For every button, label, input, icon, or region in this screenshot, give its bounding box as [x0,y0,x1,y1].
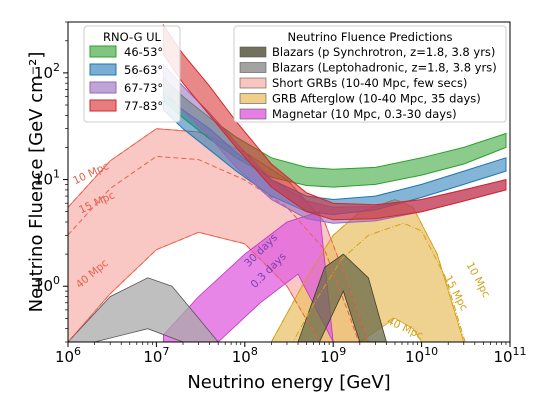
tick-layer: 106 107 108 109 1010 1011 100 101 102 [34,21,527,366]
legend-ul-swatch-2 [89,81,117,94]
legend-ul-label-3: 77-83° [124,99,163,113]
legend-model-swatch-2 [239,77,267,89]
model-band-blazars-p-synchrotron-z-1-8-3-8-yrs [297,253,387,342]
legend-model-label-0: Blazars (p Synchrotron, z=1.8, 3.8 yrs) [272,45,495,59]
afterglow-15mpc-curve [292,222,466,342]
x-tick-label-6: 106 [55,345,81,366]
legend-ul-swatch-1 [89,63,117,76]
legend-model-swatch-4 [239,108,267,120]
legend-model-label-2: Short GRBs (10-40 Mpc, few secs) [272,76,467,90]
legend-model-swatch-3 [239,93,267,104]
y-tick-label-0: 100 [34,274,60,295]
legend-ul-swatch-3 [89,99,117,112]
legend-models-box [233,25,507,123]
x-tick-label-9: 109 [320,345,346,366]
model-band-blazars-leptohadronic-z-1-8-3-8-yrs [68,277,219,342]
legend-model-predictions: Neutrino Fluence Predictions Blazars (p … [233,25,507,123]
x-tick-label-11: 1011 [493,345,526,366]
legend-model-swatch-1 [239,62,267,73]
legend-ul-label-2: 67-73° [124,81,163,95]
legend-model-label-4: Magnetar (10 Mpc, 0.3-30 days) [272,107,457,121]
legend-model-label-1: Blazars (Leptohadronic, z=1.8, 3.8 yrs) [272,61,497,75]
plot-frame [67,21,511,343]
x-axis-title: Neutrino energy [GeV] [187,372,390,393]
legend-ul-label-0: 46-53° [124,45,163,59]
legend-model-label-3: GRB Afterglow (10-40 Mpc, 35 days) [272,92,481,106]
legend-ul-label-1: 56-63° [124,63,163,77]
legend-ul-title: RNO-G UL [103,30,162,44]
legend-model-swatch-0 [239,46,267,58]
model-band-magnetar-10-mpc-0-3-30-days [163,211,334,342]
x-tick-label-10: 1010 [405,345,438,366]
legend-ul-swatch-0 [89,45,117,58]
y-tick-label-1: 101 [34,168,60,189]
x-tick-label-8: 108 [232,345,258,366]
ul-band-77-83 [162,23,507,221]
legend-models-title: Neutrino Fluence Predictions [287,30,452,44]
legend-rno-g-ul: RNO-G UL 46-53° 56-63° 67-73° 77-83° [83,25,181,123]
short-grb-15mpc-curve [68,155,360,342]
y-tick-label-2: 102 [34,61,60,82]
y-axis-title: Neutrino Fluence [GeV cm⁻²] [26,52,47,313]
series-layer [68,23,507,342]
x-tick-label-7: 107 [143,345,169,366]
short-grb-40mpc-curve [68,231,320,342]
